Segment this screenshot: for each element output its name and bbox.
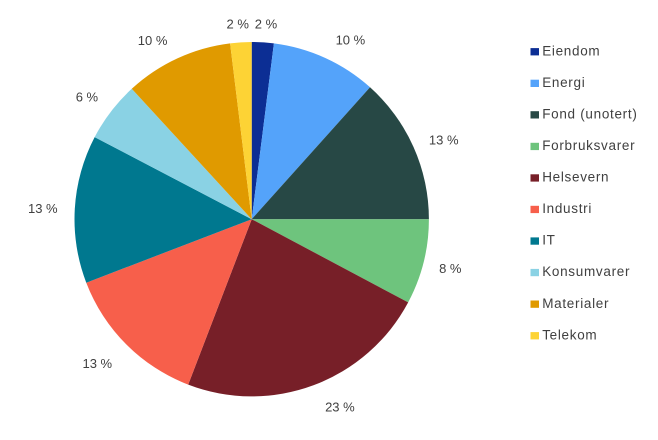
svg-text:IT: IT [542, 233, 555, 248]
svg-text:Industri: Industri [542, 201, 592, 216]
svg-text:13 %: 13 % [28, 201, 58, 216]
svg-text:Materialer: Materialer [542, 296, 609, 311]
svg-text:Konsumvarer: Konsumvarer [542, 264, 630, 279]
svg-text:13 %: 13 % [82, 356, 112, 371]
svg-text:Fond (unotert): Fond (unotert) [542, 107, 637, 122]
svg-text:Telekom: Telekom [542, 327, 597, 342]
svg-text:8 %: 8 % [439, 261, 462, 276]
svg-text:13 %: 13 % [429, 132, 459, 147]
svg-text:Forbruksvarer: Forbruksvarer [542, 138, 635, 153]
svg-text:Eiendom: Eiendom [542, 43, 600, 58]
svg-text:2 %: 2 % [255, 17, 278, 32]
svg-text:10 %: 10 % [138, 33, 168, 48]
svg-text:Energi: Energi [542, 75, 585, 90]
svg-text:10 %: 10 % [336, 33, 366, 48]
svg-text:6 %: 6 % [76, 89, 99, 104]
svg-text:2 %: 2 % [226, 17, 249, 32]
svg-text:23 %: 23 % [325, 399, 355, 414]
svg-text:Helsevern: Helsevern [542, 170, 609, 185]
